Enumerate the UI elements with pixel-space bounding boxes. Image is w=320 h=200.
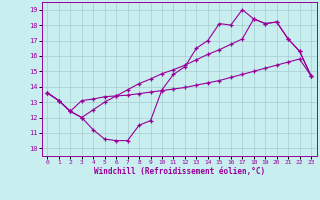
X-axis label: Windchill (Refroidissement éolien,°C): Windchill (Refroidissement éolien,°C) <box>94 167 265 176</box>
